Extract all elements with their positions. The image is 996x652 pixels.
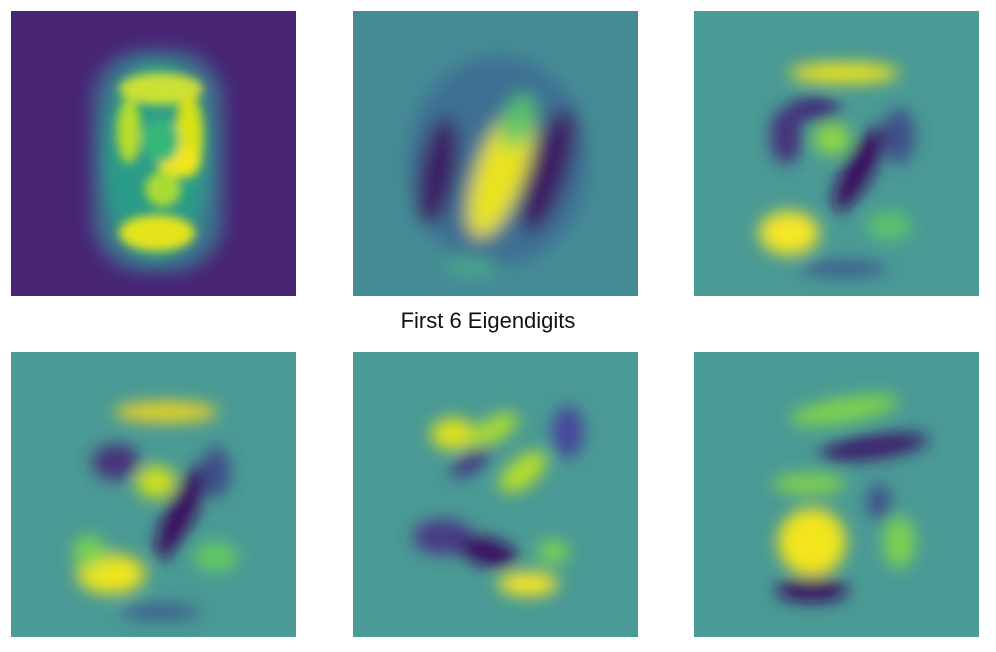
blob	[788, 97, 840, 121]
blob	[119, 73, 203, 105]
blob	[145, 171, 181, 207]
blob	[770, 108, 802, 164]
blob	[833, 126, 885, 212]
blob	[867, 212, 911, 240]
blob	[114, 402, 218, 422]
blob	[450, 445, 492, 479]
chart-title: First 6 Eigendigits	[400, 308, 576, 333]
eigendigit-panel-1	[11, 11, 296, 296]
blob	[202, 446, 230, 498]
blob	[789, 394, 899, 426]
blob	[789, 63, 899, 83]
blob	[776, 578, 848, 602]
blob	[136, 466, 176, 498]
blob	[883, 516, 915, 568]
blob	[819, 432, 929, 462]
blob	[155, 464, 207, 560]
blob	[73, 536, 105, 568]
panel-background	[353, 352, 638, 637]
eigendigit-image-2	[353, 11, 638, 296]
eigendigit-image-4	[11, 352, 296, 637]
blob	[117, 99, 141, 163]
blob	[800, 261, 888, 277]
blob	[194, 543, 238, 571]
eigendigit-image-6	[694, 352, 979, 637]
blob	[552, 406, 584, 458]
blob	[431, 418, 475, 450]
eigendigit-panel-6	[694, 352, 979, 637]
blob	[417, 116, 459, 226]
blob	[537, 540, 569, 564]
eigendigit-image-3	[694, 11, 979, 296]
blob	[778, 508, 846, 576]
blob	[883, 108, 915, 164]
blob	[445, 258, 497, 274]
eigendigit-image-1	[11, 11, 296, 296]
blob	[501, 94, 535, 148]
eigendigit-panel-3	[694, 11, 979, 296]
blob	[121, 604, 201, 620]
blob	[867, 484, 891, 520]
blob	[458, 536, 518, 568]
eigendigit-image-5	[353, 352, 638, 637]
eigendigit-panel-4	[11, 352, 296, 637]
blob	[773, 474, 845, 494]
eigendigit-panel-2	[353, 11, 638, 296]
blob	[814, 123, 850, 155]
blob	[520, 108, 576, 234]
blob	[468, 412, 518, 448]
blob	[143, 119, 179, 163]
blob	[499, 451, 547, 493]
blob	[92, 444, 140, 480]
eigendigit-panel-5	[353, 352, 638, 637]
blob	[498, 572, 558, 596]
blob	[759, 211, 819, 255]
blob	[119, 215, 195, 251]
blob	[413, 519, 473, 555]
